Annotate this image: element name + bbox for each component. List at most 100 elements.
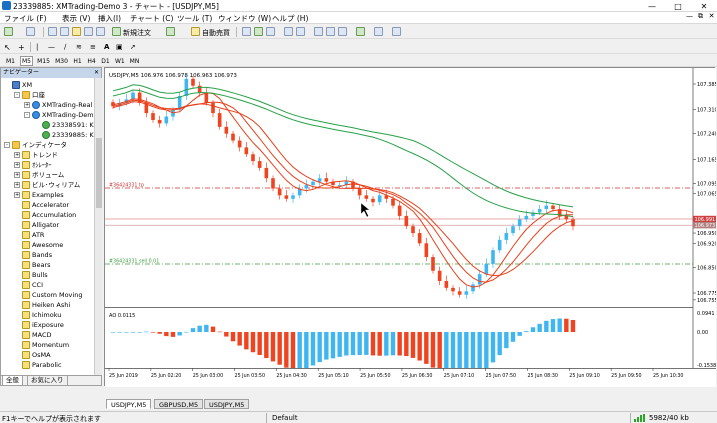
tree-item[interactable]: Alligator [14,220,59,230]
tree-item[interactable]: Accelerator [14,200,69,210]
close-icon[interactable]: ✕ [700,1,708,11]
tab-common[interactable]: 全般 [2,376,23,386]
tree-item[interactable]: MACD [14,330,51,340]
tree-item[interactable]: - インディケータ [4,140,67,150]
timeframe-m1[interactable]: M1 [6,58,15,65]
tree-item[interactable]: + トレンド [14,150,58,160]
tree-expander-icon[interactable]: - [24,112,30,118]
mdi-close-icon[interactable]: ✕ [708,12,715,20]
chart-shift-icon[interactable] [338,27,347,36]
tree-item[interactable]: + Examples [14,190,64,200]
horizontal-line-icon[interactable]: — [48,43,55,51]
chart-horizontal-scrollbar[interactable] [104,387,715,397]
tree-item[interactable]: + ｵｼﾚｰﾀｰ [14,160,52,170]
tree-expander-icon[interactable]: + [14,152,20,158]
tree-expander-icon[interactable]: + [14,172,20,178]
chart-tab-gbpusd[interactable]: GBPUSD,M5 [154,399,204,409]
tree-item[interactable]: Bands [14,250,52,260]
templates-icon[interactable] [392,27,401,36]
tree-item[interactable]: Bears [14,260,51,270]
strategy-tester-icon[interactable] [96,27,105,36]
tree-item[interactable]: - 口座 [14,90,45,100]
label-icon[interactable]: ▣ [116,43,123,51]
tree-item[interactable]: + XMTrading-Real [24,100,92,110]
timeframe-h1[interactable]: H1 [73,58,82,65]
tree-item[interactable]: iExposure [14,320,64,330]
timeframe-m15[interactable]: M15 [37,58,50,65]
menu-tools[interactable]: ツール (T) [177,14,213,23]
zoom-out-icon[interactable] [296,27,305,36]
candlestick-icon[interactable] [254,27,263,36]
chart-tab-usdjpy-2[interactable]: USDJPY,M5 [204,399,250,409]
zoom-in-icon[interactable] [284,27,293,36]
new-chart-icon[interactable] [4,27,13,36]
tree-item[interactable]: Momentum [14,340,69,350]
tree-expander-icon[interactable]: + [14,162,20,168]
menu-chart[interactable]: チャート (C) [130,14,174,23]
market-watch-icon[interactable] [48,27,57,36]
metaeditor-icon[interactable] [166,27,175,36]
minimize-icon[interactable]: — [648,1,656,11]
navigator-close-icon[interactable]: ✕ [93,69,99,76]
tree-item[interactable]: Heiken Ashi [14,300,70,310]
menu-window[interactable]: ウィンドウ (W) [218,14,272,23]
auto-scroll-icon[interactable] [326,27,335,36]
menu-help[interactable]: ヘルプ (H) [272,14,309,23]
tree-item[interactable]: Ichimoku [14,310,61,320]
menu-file[interactable]: ファイル (F) [4,14,47,23]
fibonacci-icon[interactable]: ≡ [90,43,96,51]
tree-item[interactable]: 23339885: K [34,130,94,140]
price-chart[interactable]: USDJPY,M5 106.976 106.978 106.963 106.97… [105,68,716,387]
navigator-icon[interactable] [72,27,81,36]
chart-tab-usdjpy[interactable]: USDJPY,M5 [106,399,152,409]
tree-expander-icon[interactable]: + [14,182,20,188]
tree-item[interactable]: - XMTrading-Dem [24,110,94,120]
chart-window[interactable]: USDJPY,M5 106.976 106.978 106.963 106.97… [104,67,716,387]
maximize-icon[interactable]: □ [674,1,682,11]
timeframe-m5[interactable]: M5 [20,56,33,66]
terminal-icon[interactable] [84,27,93,36]
timeframe-w1[interactable]: W1 [115,58,125,65]
tree-item[interactable]: OsMA [14,350,51,360]
tree-expander-icon[interactable]: - [14,92,20,98]
crosshair-icon[interactable]: + [18,43,25,52]
indicators-icon[interactable] [356,27,365,36]
mdi-restore-icon[interactable]: ⧉ [698,12,703,20]
new-order-icon[interactable] [112,27,121,36]
tree-item[interactable]: ATR [14,230,44,240]
menu-view[interactable]: 表示 (V) [62,14,91,23]
vertical-line-icon[interactable]: | [36,43,39,51]
auto-trading-icon[interactable] [191,27,200,36]
tree-item[interactable]: XM [4,80,32,90]
menu-insert[interactable]: 挿入(I) [98,14,122,23]
arrows-icon[interactable]: ➚ [130,43,136,51]
tree-item[interactable]: Bulls [14,270,48,280]
timeframe-h4[interactable]: H4 [87,58,96,65]
timeframe-m30[interactable]: M30 [55,58,68,65]
tree-item[interactable]: + ビル･ウィリアム [14,180,80,190]
bar-chart-icon[interactable] [242,27,251,36]
tree-item[interactable]: Parabolic [14,360,62,370]
equidistant-channel-icon[interactable]: ≋ [76,43,82,51]
tree-expander-icon[interactable]: + [24,102,30,108]
tree-item[interactable]: Awesome [14,240,63,250]
cursor-icon[interactable]: ↖ [4,43,11,52]
auto-trading-button[interactable]: 自動売買 [202,29,230,37]
line-chart-icon[interactable] [266,27,275,36]
tile-windows-icon[interactable] [314,27,323,36]
timeframe-mn[interactable]: MN [129,58,140,65]
mdi-minimize-icon[interactable]: — [686,12,693,20]
tree-item[interactable]: + ボリューム [14,170,64,180]
data-window-icon[interactable] [60,27,69,36]
navigator-scrollbar[interactable] [94,78,102,375]
tree-item[interactable]: CCI [14,280,43,290]
profiles-icon[interactable] [26,27,35,36]
tree-expander-icon[interactable]: + [14,192,20,198]
tree-item[interactable]: 23338591: K [34,120,94,130]
trendline-icon[interactable]: ∕ [64,43,67,51]
tree-item[interactable]: Accumulation [14,210,76,220]
text-icon[interactable]: A [104,43,110,51]
timeframe-d1[interactable]: D1 [101,58,110,65]
new-order-button[interactable]: 新規注文 [123,29,151,37]
tab-favorites[interactable]: お気に入り [27,376,68,386]
